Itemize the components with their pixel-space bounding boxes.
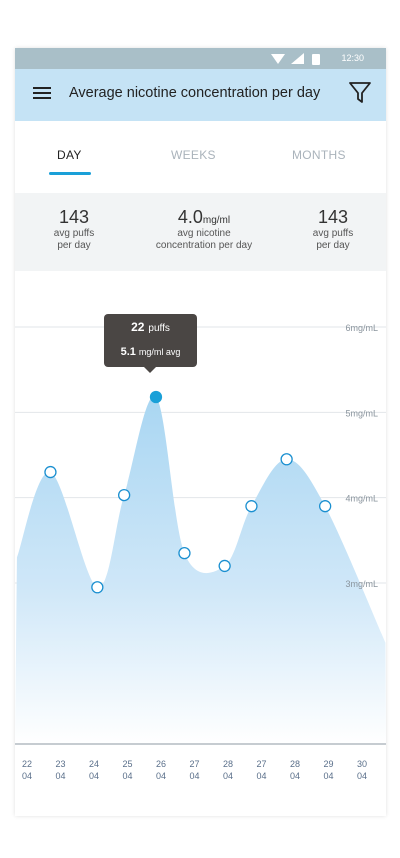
x-tick-day: 27 bbox=[189, 759, 199, 769]
x-tick-day: 30 bbox=[357, 759, 367, 769]
tooltip-arrow bbox=[144, 367, 156, 373]
tooltip-puffs-value: 22 bbox=[131, 320, 145, 334]
x-tick-month: 04 bbox=[156, 771, 166, 781]
stat-avg-puffs-right: 143 avg puffs per day bbox=[297, 207, 369, 252]
x-tick-day: 22 bbox=[22, 759, 32, 769]
phone-screen: 12:30 Average nicotine concentration per… bbox=[15, 48, 386, 816]
x-tick-month: 04 bbox=[290, 771, 300, 781]
x-tick-month: 04 bbox=[122, 771, 132, 781]
chart-area bbox=[15, 396, 386, 744]
y-tick-label: 3mg/mL bbox=[345, 579, 378, 589]
data-point[interactable] bbox=[44, 465, 57, 479]
x-tick-month: 04 bbox=[223, 771, 233, 781]
tab-day[interactable]: DAY bbox=[57, 148, 82, 162]
data-point[interactable] bbox=[118, 488, 131, 502]
x-tick-day: 25 bbox=[122, 759, 132, 769]
y-tick-label: 6mg/mL bbox=[345, 323, 378, 333]
stat-value: 4.0 bbox=[177, 207, 203, 227]
x-tick-day: 28 bbox=[223, 759, 233, 769]
x-tick-month: 04 bbox=[22, 771, 32, 781]
tooltip-concentration: 5.1 mg/ml avg bbox=[104, 346, 197, 358]
x-tick-day: 26 bbox=[156, 759, 166, 769]
tooltip-concentration-label: mg/ml avg bbox=[138, 347, 181, 357]
data-point[interactable] bbox=[245, 500, 258, 513]
data-point[interactable] bbox=[91, 581, 104, 594]
stat-value-wrap: 4.0mg/ml bbox=[145, 207, 263, 228]
battery-icon bbox=[312, 54, 320, 65]
data-point[interactable] bbox=[218, 559, 231, 573]
stat-label: avg nicotine bbox=[177, 228, 231, 239]
y-tick-label: 4mg/mL bbox=[345, 494, 378, 504]
signal-icon bbox=[291, 53, 304, 64]
x-tick-day: 28 bbox=[290, 759, 300, 769]
stat-avg-puffs-left: 143 avg puffs per day bbox=[37, 207, 111, 252]
tooltip-concentration-value: 5.1 bbox=[120, 346, 136, 358]
data-point[interactable] bbox=[318, 500, 332, 513]
tooltip-puffs: 22 puffs bbox=[104, 320, 197, 334]
x-tick-day: 29 bbox=[323, 759, 333, 769]
x-tick-month: 04 bbox=[256, 771, 266, 781]
x-tick-month: 04 bbox=[323, 771, 333, 781]
wifi-icon bbox=[271, 54, 285, 64]
filter-icon[interactable] bbox=[349, 81, 371, 105]
x-tick-month: 04 bbox=[89, 771, 99, 781]
stat-label: concentration per day bbox=[155, 240, 253, 251]
active-tab-indicator bbox=[49, 172, 91, 175]
stat-avg-nicotine: 4.0mg/ml avg nicotine concentration per … bbox=[145, 207, 263, 252]
x-tick-month: 04 bbox=[189, 771, 199, 781]
data-point[interactable] bbox=[178, 546, 191, 560]
page-title: Average nicotine concentration per day bbox=[69, 85, 321, 101]
y-tick-label: 5mg/mL bbox=[345, 408, 378, 418]
x-tick-month: 04 bbox=[357, 771, 367, 781]
concentration-chart: 6mg/mL 5mg/mL 4mg/mL 3mg/mL 22 04 23 04 24 04 25 0… bbox=[15, 323, 386, 781]
selected-data-point[interactable] bbox=[149, 390, 163, 404]
tab-weeks[interactable]: WEEKS bbox=[171, 148, 216, 162]
tab-months[interactable]: MONTHS bbox=[292, 148, 346, 162]
stats-panel: 143 avg puffs per day 4.0mg/ml avg nicot… bbox=[15, 193, 386, 271]
data-tooltip: 22 puffs 5.1 mg/ml avg bbox=[104, 314, 197, 373]
hamburger-menu-icon[interactable] bbox=[33, 87, 51, 101]
status-bar: 12:30 bbox=[15, 48, 386, 69]
stat-value: 143 bbox=[58, 207, 90, 227]
x-tick-month: 04 bbox=[55, 771, 65, 781]
x-tick-day: 24 bbox=[89, 759, 99, 769]
status-time: 12:30 bbox=[341, 53, 364, 63]
stat-label: per day bbox=[57, 240, 91, 251]
period-tabs: DAY WEEKS MONTHS bbox=[15, 121, 386, 193]
stat-label: avg puffs bbox=[53, 228, 95, 239]
app-bar: Average nicotine concentration per day bbox=[15, 69, 386, 121]
data-point[interactable] bbox=[280, 453, 293, 466]
stat-value: 143 bbox=[317, 207, 349, 227]
x-tick-day: 27 bbox=[256, 759, 266, 769]
stat-label: per day bbox=[316, 240, 350, 251]
stat-unit: mg/ml bbox=[202, 215, 231, 226]
stat-label: avg puffs bbox=[312, 228, 354, 239]
tooltip-puffs-label: puffs bbox=[148, 323, 170, 334]
x-tick-day: 23 bbox=[55, 759, 65, 769]
